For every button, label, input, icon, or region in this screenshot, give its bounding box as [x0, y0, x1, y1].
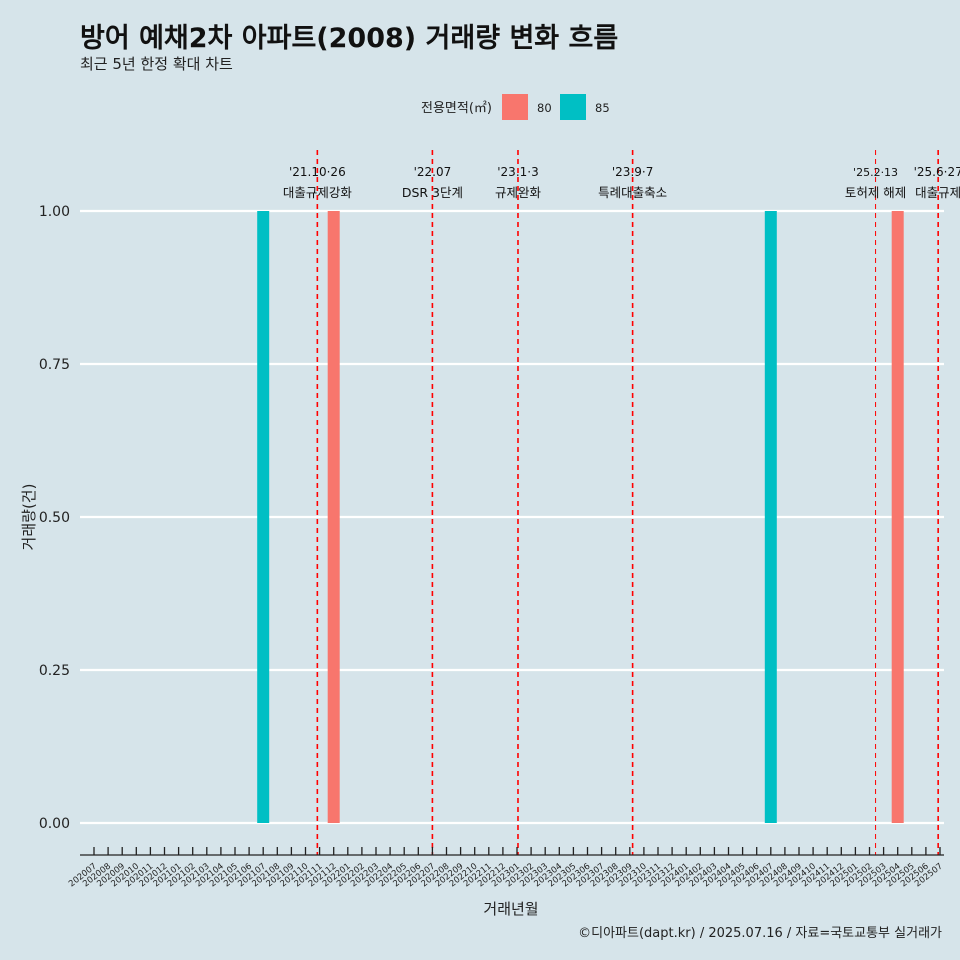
source-caption: ©디아파트(dapt.kr) / 2025.07.16 / 자료=국토교통부 실… [578, 926, 942, 941]
event-name-label: 대출규제강화 [283, 185, 353, 200]
event-date-label: '21.10·26 [289, 165, 346, 179]
chart-title: 방어 예채2차 아파트(2008) 거래량 변화 흐름 [80, 23, 619, 54]
event-name-label: 대출규제 [915, 185, 960, 200]
event-date-label: '25.6·27 [914, 165, 960, 179]
axis-layer: 2020072020082020092020102020112020122021… [67, 847, 945, 889]
legend-key-85 [560, 94, 586, 120]
bar-layer [257, 211, 904, 823]
legend-title: 전용면적(㎡) [421, 101, 492, 116]
bar-series-85 [764, 211, 777, 823]
grid-layer: 0.00 0.25 0.50 0.75 1.00 [39, 204, 944, 832]
y-tick-label: 0.75 [39, 357, 70, 373]
bar-series-85 [257, 211, 270, 823]
chart-subtitle: 최근 5년 한정 확대 차트 [80, 55, 233, 73]
x-axis-title: 거래년월 [483, 900, 538, 918]
event-date-label: '23.9·7 [612, 165, 653, 179]
event-date-label: '25.2·13 [853, 166, 898, 179]
legend: 전용면적(㎡) 80 85 [421, 94, 610, 120]
event-line-layer: '21.10·26 대출규제강화 '22.07 DSR 3단계 '23.1·3 규제완화 '… [283, 150, 960, 855]
y-tick-label: 0.50 [39, 510, 70, 526]
y-tick-label: 1.00 [39, 204, 70, 220]
y-axis-title: 거래량(건) [20, 484, 38, 551]
bar-series-80 [327, 211, 340, 823]
legend-label: 85 [595, 101, 610, 115]
legend-key-80 [502, 94, 528, 120]
event-name-label: 특례대출축소 [598, 185, 667, 200]
event-date-label: '22.07 [414, 165, 452, 179]
legend-label: 80 [537, 101, 552, 115]
y-tick-label: 0.25 [39, 663, 70, 679]
event-name-label: 토허제 해제 [845, 185, 906, 200]
bar-series-80 [891, 211, 904, 823]
event-name-label: DSR 3단계 [402, 185, 463, 200]
event-date-label: '23.1·3 [497, 165, 538, 179]
event-name-label: 규제완화 [495, 185, 542, 200]
y-tick-label: 0.00 [39, 816, 70, 832]
